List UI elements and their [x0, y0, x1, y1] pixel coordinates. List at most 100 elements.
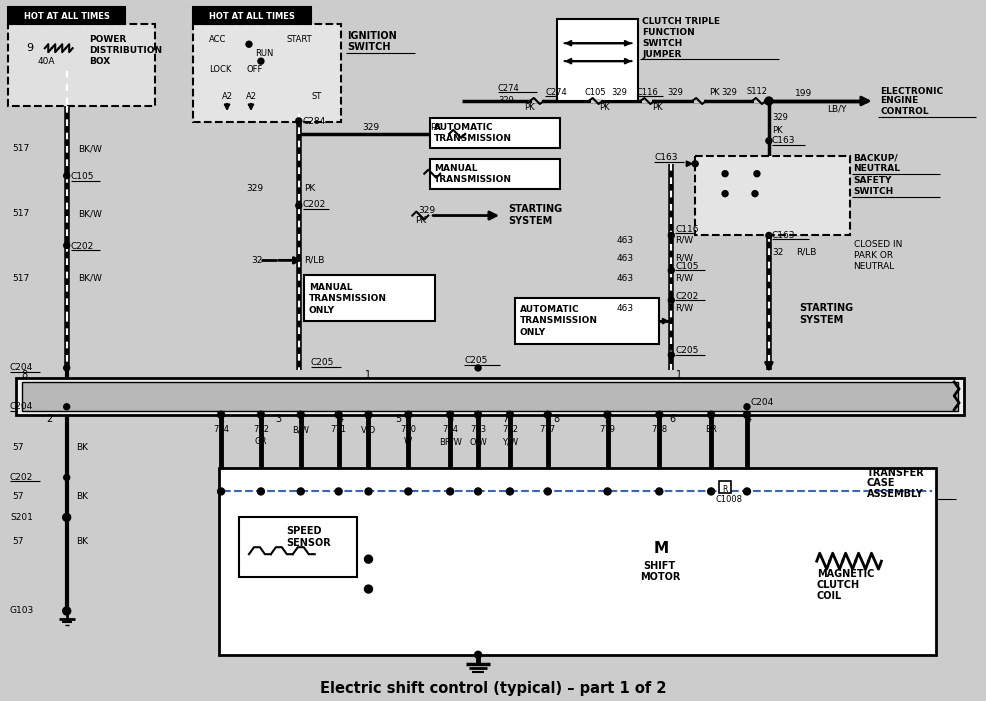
- Circle shape: [335, 411, 342, 418]
- Text: ST: ST: [312, 92, 321, 100]
- Text: C205: C205: [464, 356, 487, 365]
- Circle shape: [447, 411, 454, 418]
- Text: 772: 772: [253, 426, 269, 434]
- FancyArrowPatch shape: [861, 97, 869, 105]
- Circle shape: [669, 267, 674, 273]
- Text: SAFETY: SAFETY: [854, 176, 892, 185]
- Text: 199: 199: [795, 88, 812, 97]
- Text: GR: GR: [254, 437, 267, 446]
- Text: 8: 8: [22, 370, 28, 380]
- Text: 329: 329: [362, 123, 379, 132]
- Text: OFF: OFF: [246, 64, 263, 74]
- Text: POWER: POWER: [90, 35, 127, 43]
- Text: 1: 1: [676, 370, 682, 380]
- FancyArrowPatch shape: [765, 362, 772, 369]
- Circle shape: [64, 172, 70, 179]
- Text: PK: PK: [304, 184, 315, 193]
- Text: 5: 5: [604, 414, 610, 423]
- Circle shape: [765, 97, 773, 105]
- Text: BK/W: BK/W: [78, 274, 102, 283]
- Text: C163: C163: [772, 231, 796, 240]
- Text: ACC: ACC: [209, 35, 227, 43]
- Circle shape: [752, 191, 758, 196]
- Text: Y/W: Y/W: [502, 437, 518, 446]
- Text: CONTROL: CONTROL: [880, 107, 929, 116]
- Circle shape: [722, 191, 728, 196]
- Text: C205: C205: [675, 346, 699, 355]
- Circle shape: [766, 138, 772, 144]
- Text: STARTING: STARTING: [508, 203, 562, 214]
- Text: C202: C202: [10, 473, 34, 482]
- Circle shape: [669, 352, 674, 358]
- Text: R/W: R/W: [675, 236, 693, 245]
- Circle shape: [258, 58, 264, 64]
- Text: BACKUP/: BACKUP/: [854, 154, 898, 162]
- Circle shape: [692, 161, 698, 167]
- Circle shape: [405, 488, 412, 495]
- Circle shape: [297, 488, 305, 495]
- Text: R/W: R/W: [675, 304, 693, 313]
- Text: AUTOMATIC: AUTOMATIC: [434, 123, 494, 132]
- FancyArrowPatch shape: [660, 319, 668, 323]
- Text: SHIFT: SHIFT: [644, 561, 675, 571]
- Text: A2: A2: [246, 92, 256, 100]
- Circle shape: [743, 411, 750, 418]
- Text: PK: PK: [524, 104, 534, 112]
- Text: 6: 6: [447, 414, 454, 423]
- Circle shape: [63, 607, 71, 615]
- Text: 4: 4: [746, 414, 752, 423]
- Text: JUMPER: JUMPER: [643, 50, 681, 59]
- FancyArrowPatch shape: [248, 104, 253, 109]
- Circle shape: [743, 488, 750, 495]
- Text: C202: C202: [303, 200, 326, 209]
- Text: W: W: [404, 437, 412, 446]
- Text: BR/W: BR/W: [439, 437, 461, 446]
- Text: C105: C105: [585, 88, 606, 97]
- Text: NEUTRAL: NEUTRAL: [854, 164, 900, 173]
- Text: LOCK: LOCK: [209, 64, 232, 74]
- FancyArrowPatch shape: [225, 104, 230, 109]
- Circle shape: [669, 233, 674, 238]
- Text: TRANSMISSION: TRANSMISSION: [520, 315, 598, 325]
- Text: C274: C274: [498, 83, 520, 93]
- Text: C284: C284: [303, 117, 326, 126]
- Circle shape: [544, 488, 551, 495]
- Text: 770: 770: [400, 426, 416, 434]
- Text: 2: 2: [46, 414, 53, 423]
- Bar: [557, 20, 638, 101]
- Text: BK: BK: [76, 492, 88, 501]
- Text: MOTOR: MOTOR: [641, 572, 680, 582]
- Text: C202: C202: [675, 292, 698, 301]
- Text: ONLY: ONLY: [309, 306, 335, 315]
- Circle shape: [474, 488, 481, 495]
- FancyArrowPatch shape: [279, 257, 299, 263]
- Text: BK/W: BK/W: [78, 209, 102, 218]
- Text: 774: 774: [213, 426, 229, 434]
- Text: BK/W: BK/W: [78, 144, 102, 154]
- Text: IGNITION: IGNITION: [348, 32, 397, 41]
- Text: C116: C116: [637, 88, 659, 97]
- Text: 2: 2: [218, 414, 224, 423]
- Text: C204: C204: [10, 363, 34, 372]
- Text: SYSTEM: SYSTEM: [799, 315, 843, 325]
- Circle shape: [257, 488, 264, 495]
- Circle shape: [656, 411, 663, 418]
- Text: 329: 329: [721, 88, 737, 97]
- Text: Y: Y: [545, 437, 550, 446]
- Circle shape: [507, 411, 514, 418]
- Circle shape: [708, 411, 715, 418]
- Text: SWITCH: SWITCH: [643, 39, 682, 48]
- Bar: [695, 156, 850, 236]
- Text: 463: 463: [616, 236, 633, 245]
- Circle shape: [507, 488, 514, 495]
- Text: SENSOR: SENSOR: [286, 538, 330, 548]
- Circle shape: [766, 233, 772, 238]
- Text: CLUTCH TRIPLE: CLUTCH TRIPLE: [643, 17, 721, 26]
- Text: S201: S201: [10, 513, 33, 522]
- Text: 517: 517: [12, 144, 30, 154]
- Circle shape: [63, 513, 71, 522]
- Text: 463: 463: [616, 254, 633, 263]
- Text: 764: 764: [442, 426, 458, 434]
- Text: R/LB: R/LB: [796, 248, 816, 257]
- Text: V/O: V/O: [361, 426, 376, 434]
